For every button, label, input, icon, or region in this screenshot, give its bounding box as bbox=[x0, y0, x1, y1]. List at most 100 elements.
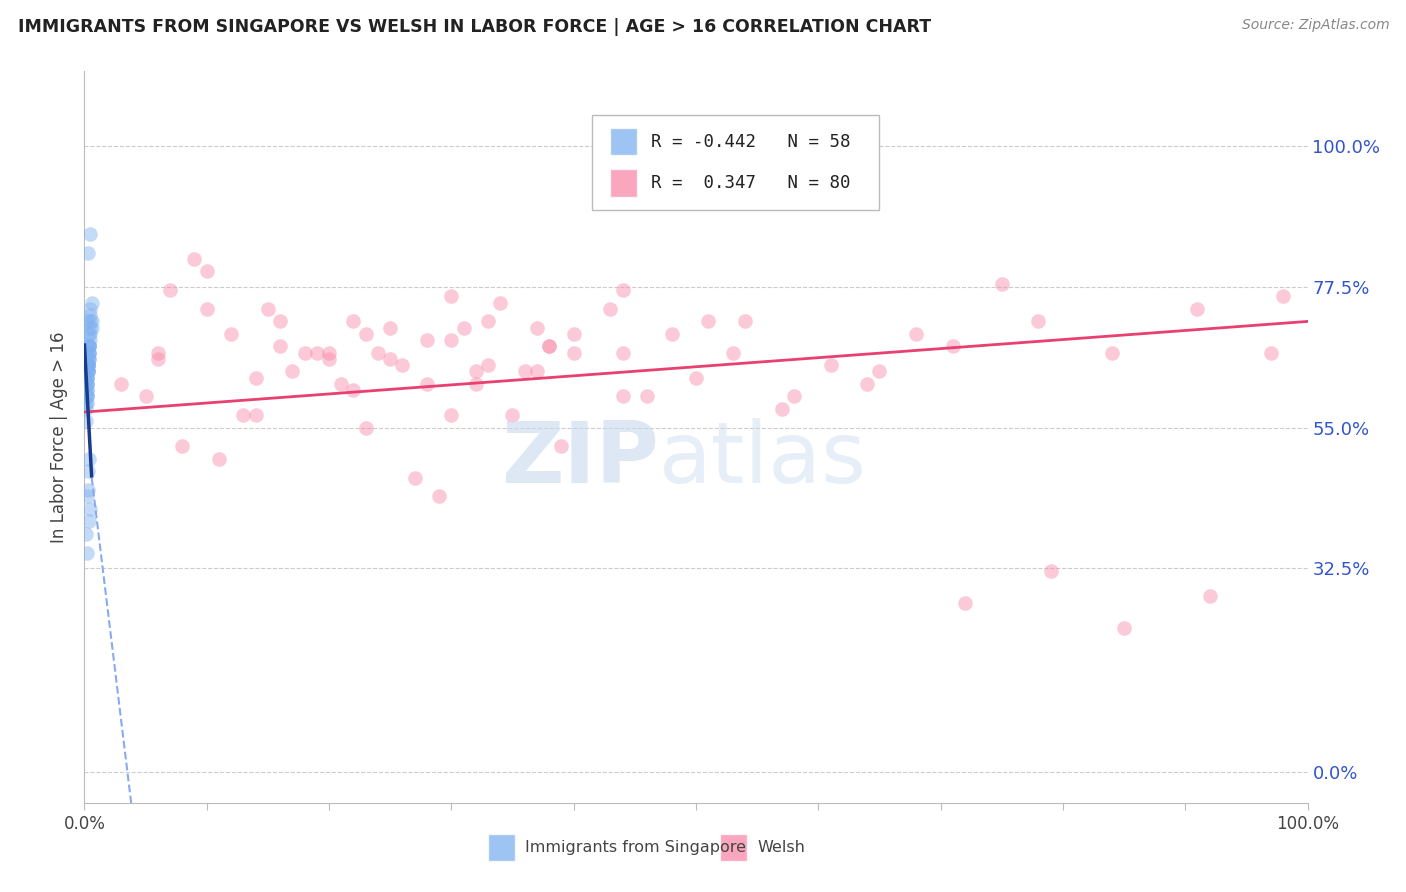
Point bbox=[820, 358, 842, 372]
Point bbox=[697, 314, 720, 328]
Point bbox=[342, 314, 364, 328]
Point bbox=[146, 351, 169, 366]
Point bbox=[245, 370, 267, 384]
Point bbox=[440, 289, 463, 303]
Point bbox=[219, 326, 242, 341]
Point bbox=[477, 358, 499, 372]
Point bbox=[612, 389, 634, 403]
Point bbox=[513, 364, 536, 378]
Point bbox=[1101, 345, 1123, 359]
Point bbox=[172, 440, 194, 454]
Point bbox=[77, 358, 100, 372]
Point bbox=[79, 502, 101, 516]
Point bbox=[79, 301, 101, 316]
Point bbox=[77, 339, 100, 353]
Point bbox=[79, 326, 101, 341]
Point bbox=[208, 452, 231, 467]
Point bbox=[380, 351, 402, 366]
Point bbox=[856, 376, 879, 391]
Point bbox=[869, 364, 891, 378]
Point bbox=[75, 395, 97, 409]
Point bbox=[77, 452, 100, 467]
Point bbox=[1198, 590, 1220, 604]
Text: IMMIGRANTS FROM SINGAPORE VS WELSH IN LABOR FORCE | AGE > 16 CORRELATION CHART: IMMIGRANTS FROM SINGAPORE VS WELSH IN LA… bbox=[18, 18, 931, 36]
Point bbox=[75, 364, 97, 378]
Point bbox=[76, 376, 98, 391]
Point bbox=[77, 326, 100, 341]
Point bbox=[76, 383, 98, 397]
Point bbox=[721, 345, 744, 359]
Point bbox=[294, 345, 316, 359]
Point bbox=[685, 370, 707, 384]
Point bbox=[76, 389, 98, 403]
Point bbox=[661, 326, 683, 341]
Point bbox=[76, 370, 98, 384]
Point bbox=[416, 376, 439, 391]
Point bbox=[110, 376, 132, 391]
Point bbox=[404, 471, 426, 485]
Point bbox=[76, 546, 98, 560]
Point bbox=[77, 245, 100, 260]
Point bbox=[77, 465, 100, 479]
Point bbox=[427, 490, 450, 504]
Point bbox=[1028, 314, 1050, 328]
Point bbox=[77, 358, 100, 372]
Point bbox=[905, 326, 928, 341]
Point bbox=[77, 364, 100, 378]
Point bbox=[76, 383, 98, 397]
Point bbox=[77, 364, 100, 378]
Point bbox=[953, 596, 976, 610]
Point bbox=[76, 376, 98, 391]
Point bbox=[195, 264, 218, 278]
Point bbox=[354, 420, 377, 434]
Point bbox=[380, 320, 402, 334]
Point bbox=[77, 345, 100, 359]
Point bbox=[77, 364, 100, 378]
Point bbox=[367, 345, 389, 359]
Point bbox=[318, 345, 340, 359]
Point bbox=[1187, 301, 1209, 316]
Point bbox=[77, 351, 100, 366]
Bar bbox=[610, 169, 637, 197]
Point bbox=[76, 395, 98, 409]
Point bbox=[76, 370, 98, 384]
Point bbox=[76, 389, 98, 403]
Point bbox=[550, 440, 572, 454]
Text: Welsh: Welsh bbox=[758, 840, 806, 855]
Point bbox=[281, 364, 304, 378]
Point bbox=[1039, 565, 1062, 579]
Point bbox=[76, 490, 98, 504]
Point bbox=[257, 301, 280, 316]
Point bbox=[612, 345, 634, 359]
Point bbox=[562, 326, 585, 341]
Point bbox=[734, 314, 756, 328]
Text: Source: ZipAtlas.com: Source: ZipAtlas.com bbox=[1241, 18, 1389, 32]
Point bbox=[146, 345, 169, 359]
Bar bbox=[610, 128, 637, 155]
Point bbox=[79, 314, 101, 328]
Point bbox=[330, 376, 353, 391]
Point bbox=[612, 283, 634, 297]
Point bbox=[942, 339, 965, 353]
Text: R =  0.347   N = 80: R = 0.347 N = 80 bbox=[651, 174, 851, 193]
Bar bbox=[592, 115, 880, 211]
Point bbox=[77, 358, 100, 372]
Point bbox=[77, 345, 100, 359]
Point bbox=[354, 326, 377, 341]
Point bbox=[599, 301, 621, 316]
Point bbox=[269, 339, 291, 353]
Point bbox=[77, 339, 100, 353]
Point bbox=[77, 515, 100, 529]
Point bbox=[77, 358, 100, 372]
Bar bbox=[720, 833, 748, 862]
Point bbox=[1260, 345, 1282, 359]
Point bbox=[77, 339, 100, 353]
Point bbox=[440, 333, 463, 347]
Point bbox=[80, 314, 103, 328]
Point bbox=[453, 320, 475, 334]
Point bbox=[75, 401, 97, 416]
Point bbox=[783, 389, 806, 403]
Point bbox=[76, 389, 98, 403]
Point bbox=[526, 320, 548, 334]
Point bbox=[636, 389, 658, 403]
